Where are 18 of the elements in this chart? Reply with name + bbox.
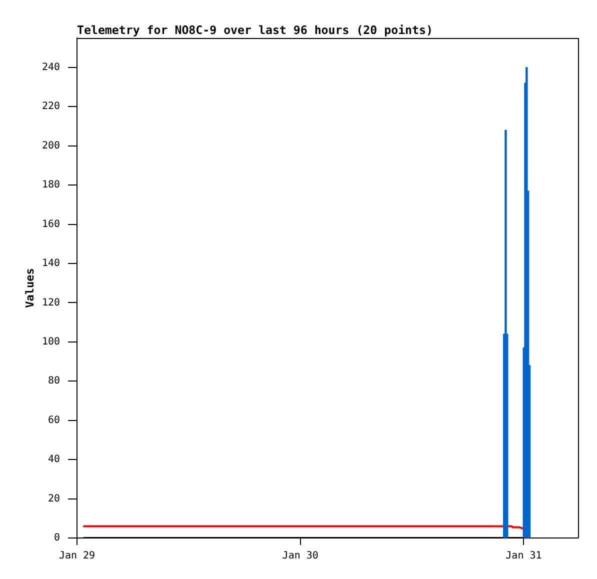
y-tick-label: 220 <box>42 101 60 112</box>
y-tick-label: 140 <box>42 258 60 270</box>
x-tick-label: Jan 31 <box>506 550 542 562</box>
y-tick-label: 20 <box>48 493 60 504</box>
y-tick-label: 40 <box>48 454 60 466</box>
y-tick-label: 120 <box>42 297 60 308</box>
x-tick-label: Jan 30 <box>282 550 318 562</box>
y-tick-label: 200 <box>42 140 60 152</box>
y-tick-label: 100 <box>42 336 60 348</box>
y-tick-label: 160 <box>42 218 60 230</box>
y-tick-label: 80 <box>48 376 60 387</box>
y-axis-title: Values <box>23 268 36 308</box>
y-tick-label: 60 <box>48 414 60 426</box>
y-tick-label: 0 <box>54 532 60 544</box>
chart-title: Telemetry for NO8C-9 over last 96 hours (20 points) <box>77 23 433 38</box>
x-tick-label: Jan 29 <box>58 550 96 562</box>
y-tick-label: 180 <box>42 180 60 191</box>
y-tick-label: 240 <box>42 62 60 74</box>
